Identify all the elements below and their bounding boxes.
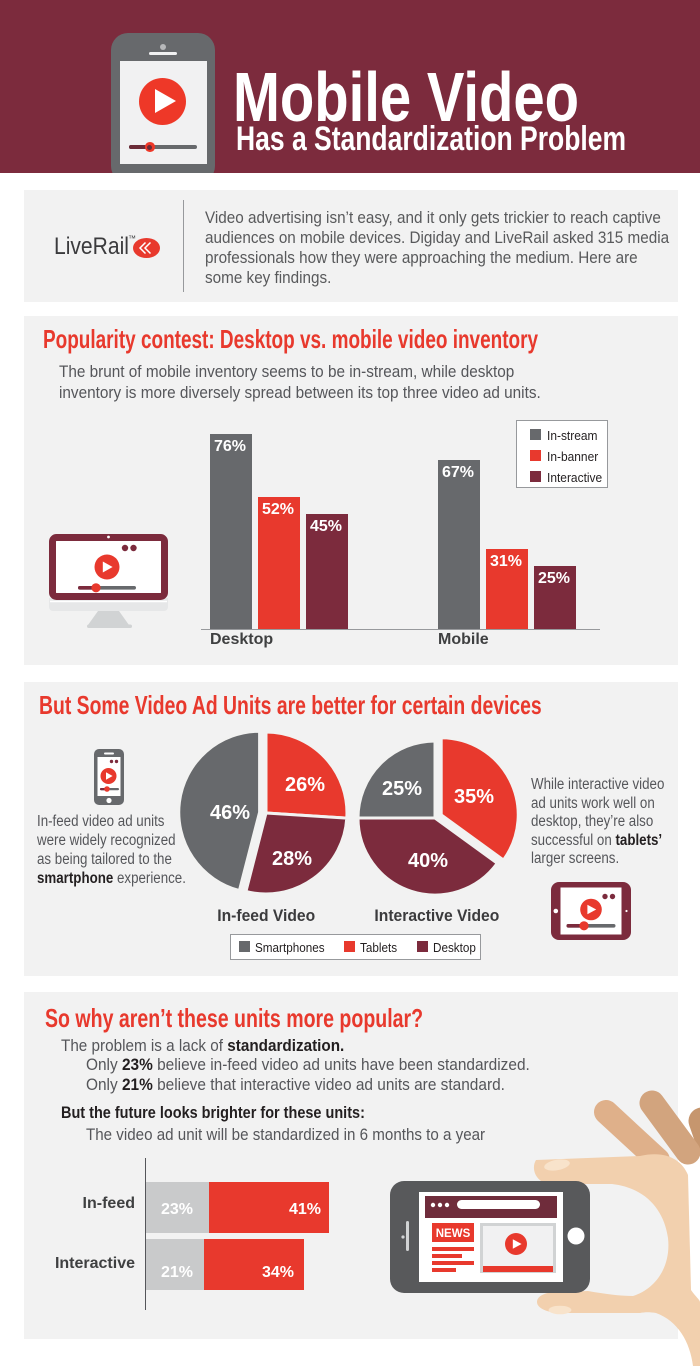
svg-text:NEWS: NEWS bbox=[436, 1228, 471, 1240]
svg-text:46%: 46% bbox=[210, 802, 250, 824]
svg-text:35%: 35% bbox=[454, 786, 494, 808]
svg-text:26%: 26% bbox=[285, 774, 325, 796]
svg-text:40%: 40% bbox=[408, 850, 448, 872]
svg-text:25%: 25% bbox=[382, 778, 422, 800]
svg-text:28%: 28% bbox=[272, 848, 312, 870]
